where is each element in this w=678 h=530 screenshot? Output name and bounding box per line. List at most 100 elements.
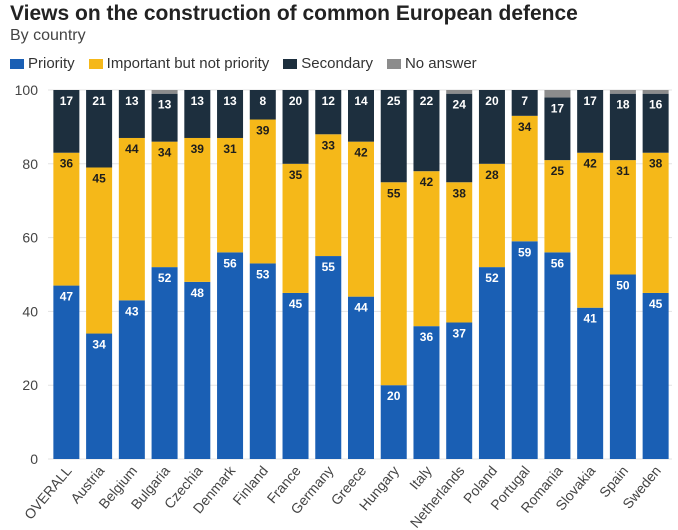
bar-segment-secondary: [151, 93, 178, 142]
data-label: 37: [453, 326, 467, 340]
data-label: 20: [289, 94, 303, 108]
data-label: 53: [256, 267, 270, 281]
bar-segment-secondary: [413, 90, 440, 172]
data-label: 39: [191, 142, 205, 156]
data-label: 13: [191, 94, 205, 108]
bar-segment-secondary: [609, 93, 636, 161]
data-label: 35: [289, 168, 303, 182]
bar-segment-no_answer: [544, 90, 571, 98]
y-tick-label: 40: [22, 303, 38, 319]
bar-segment-secondary: [184, 90, 211, 138]
bar-segment-secondary: [217, 90, 244, 138]
bar-segment-important: [413, 171, 440, 327]
data-label: 55: [322, 260, 336, 274]
bar-segment-secondary: [249, 90, 276, 120]
bar-segment-secondary: [380, 90, 407, 183]
bar-segment-important: [86, 167, 113, 334]
data-label: 48: [191, 286, 205, 300]
data-label: 13: [125, 94, 139, 108]
bar-segment-important: [577, 152, 604, 308]
bar-segment-priority: [544, 252, 571, 459]
bar-segment-secondary: [544, 97, 571, 161]
legend-item-secondary: Secondary: [283, 55, 373, 72]
x-tick-label: Italy: [406, 463, 435, 493]
bar-segment-important: [609, 160, 636, 275]
legend-swatch-priority: [10, 58, 24, 69]
data-label: 47: [60, 290, 74, 304]
data-label: 20: [485, 94, 499, 108]
y-tick-label: 80: [22, 156, 38, 172]
y-tick-label: 100: [15, 82, 39, 98]
data-label: 41: [583, 312, 597, 326]
legend-label-no-answer: No answer: [404, 55, 477, 72]
data-label: 59: [518, 245, 532, 259]
legend-swatch-no-answer: [386, 58, 401, 69]
data-label: 34: [158, 146, 172, 160]
data-label: 25: [551, 164, 565, 178]
legend-item-no-answer: No answer: [386, 55, 477, 72]
y-tick-label: 0: [30, 451, 38, 467]
bar-segment-priority: [348, 296, 374, 459]
data-label: 38: [649, 157, 663, 171]
bar-segment-no_answer: [151, 90, 178, 94]
data-label: 8: [259, 94, 266, 108]
data-label: 21: [92, 94, 106, 108]
bar-segment-priority: [86, 333, 113, 459]
data-label: 45: [649, 297, 663, 311]
data-label: 56: [223, 256, 237, 270]
data-label: 34: [92, 338, 106, 352]
bar-segment-secondary: [282, 90, 309, 164]
x-tick-label: OVERALL: [21, 462, 75, 522]
bar-segment-secondary: [511, 90, 538, 116]
data-label: 13: [158, 98, 172, 112]
bar-segment-priority: [217, 252, 244, 459]
bar-segment-priority: [249, 263, 276, 459]
legend-item-important: Important but not priority: [88, 55, 269, 72]
bar-segment-priority: [315, 256, 342, 459]
data-label: 28: [485, 168, 499, 182]
legend: Priority Important but not priority Seco…: [10, 55, 491, 72]
bar-segment-important: [184, 137, 211, 282]
bar-segment-secondary: [642, 93, 669, 153]
bar-segment-important: [544, 160, 571, 253]
data-label: 31: [616, 164, 630, 178]
data-label: 7: [521, 94, 528, 108]
bar-segment-no_answer: [609, 90, 636, 94]
data-label: 17: [583, 94, 597, 108]
bar-segment-important: [282, 163, 309, 293]
data-label: 55: [387, 186, 401, 200]
bar-segment-important: [446, 182, 473, 323]
chart-title: Views on the construction of common Euro…: [10, 2, 578, 25]
bar-segment-priority: [413, 326, 440, 459]
legend-item-priority: Priority: [10, 55, 75, 72]
data-label: 14: [354, 94, 368, 108]
bar-segment-priority: [478, 267, 505, 459]
bar-segment-priority: [118, 300, 145, 459]
bar-segment-priority: [642, 292, 669, 459]
data-label: 12: [322, 94, 336, 108]
legend-label-secondary: Secondary: [301, 55, 373, 72]
bar-segment-secondary: [315, 90, 342, 135]
data-label: 17: [551, 101, 565, 115]
bar-segment-secondary: [577, 90, 604, 153]
bar-segment-important: [151, 141, 178, 268]
bar-segment-secondary: [446, 93, 473, 183]
data-label: 44: [125, 142, 139, 156]
bar-segment-important: [53, 152, 80, 286]
bar-segment-secondary: [118, 90, 145, 138]
bar-segment-important: [478, 163, 505, 268]
x-tick-label: Finland: [229, 463, 271, 508]
y-tick-label: 20: [22, 377, 38, 393]
bar-segment-important: [217, 137, 244, 253]
data-label: 36: [60, 157, 74, 171]
data-label: 13: [223, 94, 237, 108]
data-label: 25: [387, 94, 401, 108]
bar-segment-priority: [282, 292, 309, 459]
data-label: 42: [420, 175, 434, 189]
bar-segment-priority: [380, 385, 407, 459]
bar-segment-priority: [511, 241, 538, 459]
data-label: 56: [551, 256, 565, 270]
bar-segment-no_answer: [642, 90, 669, 94]
bar-segment-important: [315, 134, 342, 257]
